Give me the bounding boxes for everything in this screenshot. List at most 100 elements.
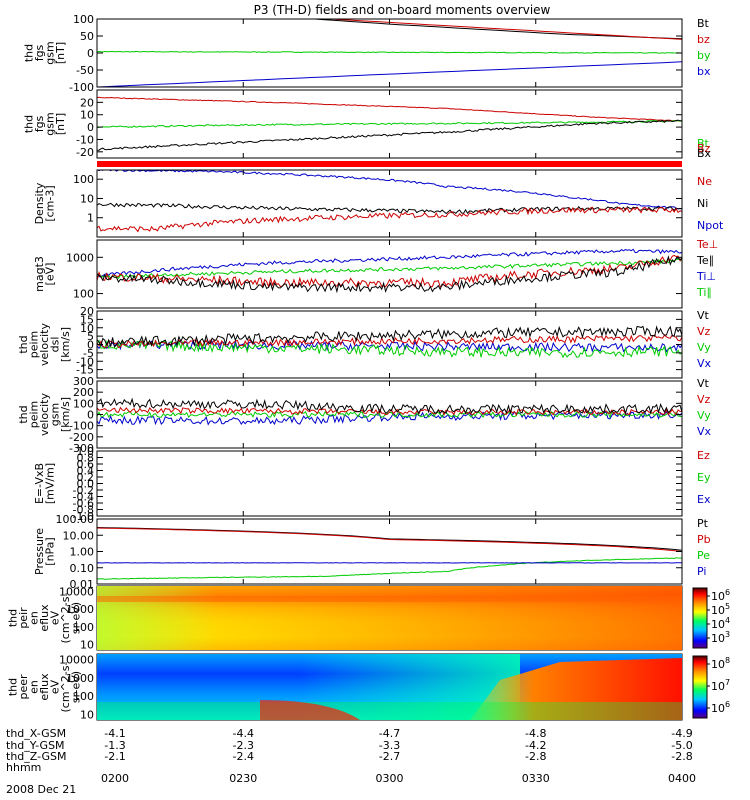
- y-axis-label: Pressure: [33, 528, 46, 575]
- series-te-line: [97, 255, 682, 294]
- ephemeris-label: thd_X-GSM: [6, 727, 66, 740]
- ephemeris-value: -4.9: [671, 727, 692, 740]
- y-axis-label: Density: [33, 182, 46, 224]
- colorbar-tick-label: 106: [711, 588, 730, 603]
- y-axis-label: thd: [7, 609, 20, 627]
- y-tick-label: 15: [80, 313, 94, 326]
- ephemeris-value: -4.4: [233, 727, 254, 740]
- y-tick-label: 10: [80, 639, 94, 652]
- x-tick-label: 0330: [522, 772, 550, 785]
- series-bx-line: [97, 119, 682, 151]
- y-tick-label: 0: [87, 339, 94, 352]
- y-tick-label: -200: [69, 431, 94, 444]
- y-axis-label: [km/s]: [59, 397, 72, 432]
- legend-entry-te: Te⊥: [696, 238, 718, 251]
- ephemeris-value: -2.1: [104, 750, 125, 763]
- y-tick-label: -300: [69, 442, 94, 455]
- y-tick-label: 1000: [66, 251, 94, 264]
- legend-entry-ey: Ey: [697, 471, 711, 484]
- y-axis-label: gsm: [43, 112, 56, 135]
- ephemeris-label: thd_Z-GSM: [6, 750, 66, 763]
- colorbar-tick-label: 108: [711, 656, 730, 671]
- y-tick-label: 10: [80, 322, 94, 335]
- legend-entry-vx: Vx: [697, 357, 712, 370]
- y-tick-label: -1.0: [73, 510, 94, 523]
- ephemeris-value: -4.1: [104, 727, 125, 740]
- y-tick-label: -15: [76, 364, 94, 377]
- panel-6: -1.0-0.8-0.6-0.4-0.20.00.20.40.60.81.0: [73, 445, 683, 523]
- legend-entry-bt: Bt: [697, 137, 710, 150]
- series-ti-line: [97, 248, 682, 278]
- y-tick-label: -10: [76, 355, 94, 368]
- y-axis-label: thd: [22, 44, 35, 62]
- x-tick-label: 0400: [668, 772, 696, 785]
- legend-entry-vz: Vz: [697, 393, 711, 406]
- y-tick-label: 1000: [66, 672, 94, 685]
- y-axis-label: velocity: [38, 323, 51, 366]
- y-tick-label: 0: [87, 47, 94, 60]
- legend-entry-pt: Pt: [697, 517, 709, 530]
- legend-entry-vy: Vy: [697, 409, 711, 422]
- panel-7: 0.01 0.10 1.00 10.00 100.00: [56, 513, 683, 591]
- series-bz-line: [97, 96, 682, 122]
- x-tick-label: 0200: [101, 772, 129, 785]
- panel-3: 100 1000: [66, 239, 683, 309]
- y-tick-label: 0.4: [77, 465, 95, 478]
- y-tick-label: 0.0: [77, 478, 95, 491]
- y-tick-label: 100: [73, 288, 94, 301]
- legend-entry-ni: Ni: [697, 197, 708, 210]
- series-pt-line: [97, 527, 682, 551]
- y-tick-label: 300: [73, 375, 94, 388]
- y-axis-label: [cm-3]: [43, 185, 56, 221]
- series-ti-line: [97, 258, 682, 280]
- y-tick-label: -0.6: [73, 497, 94, 510]
- y-axis-label: thd: [22, 115, 35, 133]
- series-vt-line: [97, 397, 682, 416]
- y-tick-label: 100: [73, 13, 94, 26]
- colorbar-tick-label: 104: [711, 616, 730, 631]
- y-axis-label: [km/s]: [59, 327, 72, 362]
- legend-entry-npot: Npot: [697, 219, 724, 232]
- series-vx-line: [97, 410, 682, 426]
- y-axis-label: fgs: [33, 115, 46, 132]
- colorbar: [692, 655, 708, 719]
- legend-entry-pi: Pi: [697, 565, 706, 578]
- ephemeris-value: -2.8: [671, 750, 692, 763]
- y-tick-label: -0.2: [73, 484, 94, 497]
- y-axis-label: peer: [17, 674, 30, 700]
- colorbar-tick-label: 105: [711, 602, 730, 617]
- panel-2: 1 10 100: [73, 169, 683, 238]
- legend-entry-bz: Bz: [697, 142, 711, 155]
- series-vz-line: [97, 406, 682, 416]
- legend-entry-vt: Vt: [697, 309, 710, 322]
- y-axis-label: peim: [28, 401, 41, 429]
- date-label: 2008 Dec 21: [6, 783, 76, 796]
- legend-entry-ez: Ez: [697, 449, 710, 462]
- y-axis-label: gsm: [43, 41, 56, 64]
- y-axis-label: en: [28, 680, 41, 694]
- y-tick-label: 50: [80, 30, 94, 43]
- y-axis-label: [eV]: [43, 263, 56, 286]
- y-axis-label: [nT]: [54, 42, 67, 64]
- legend-entry-te: Te∥: [696, 254, 714, 267]
- ephemeris-value: -4.7: [379, 727, 400, 740]
- legend-entry-vx: Vx: [697, 425, 712, 438]
- x-tick-label: 0300: [376, 772, 404, 785]
- y-tick-label: 5: [87, 330, 94, 343]
- figure-title: P3 (TH-D) fields and on-board moments ov…: [254, 3, 551, 17]
- ephemeris-value: -2.7: [379, 750, 400, 763]
- y-tick-label: 10000: [59, 654, 94, 667]
- legend-entry-vt: Vt: [697, 377, 710, 390]
- y-tick-label: 10: [80, 708, 94, 721]
- y-tick-label: -0.8: [73, 504, 94, 517]
- series-ne-line: [97, 206, 682, 233]
- legend-entry-bt: Bt: [697, 17, 710, 30]
- y-tick-label: 200: [73, 386, 94, 399]
- colorbar-tick-label: 106: [711, 700, 730, 715]
- y-tick-label: 0.01: [70, 578, 95, 591]
- series-bx-line: [97, 61, 682, 87]
